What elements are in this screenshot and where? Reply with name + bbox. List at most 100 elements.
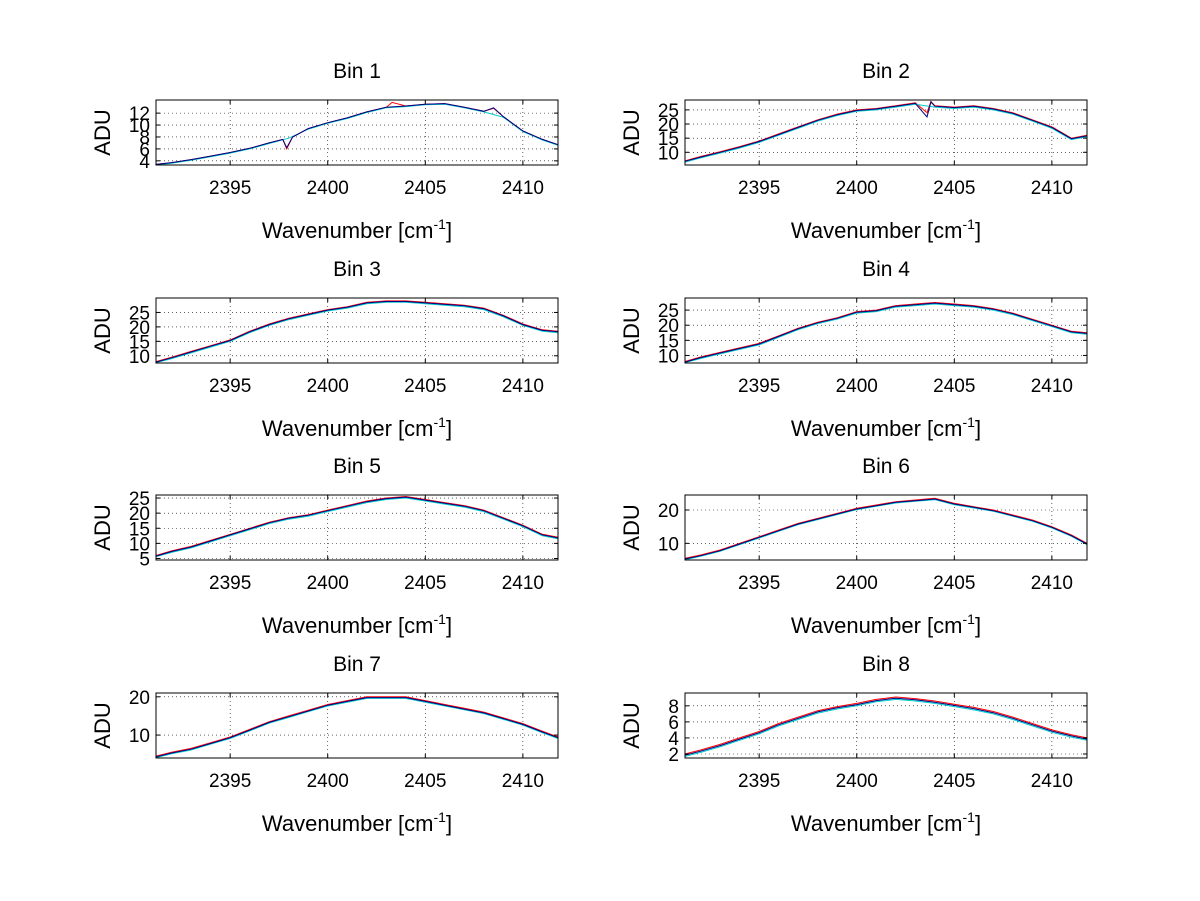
plot-area bbox=[156, 298, 558, 363]
y-tick-label: 8 bbox=[668, 697, 679, 718]
y-tick-label: 25 bbox=[129, 303, 150, 324]
series-line-3 bbox=[684, 697, 1088, 756]
axes-box bbox=[684, 692, 1088, 759]
x-tick-label: 2400 bbox=[836, 178, 878, 199]
series-line-1 bbox=[684, 696, 1088, 755]
y-axis-label: ADU bbox=[619, 307, 644, 353]
x-tick-label: 2405 bbox=[933, 573, 975, 594]
plot-area bbox=[156, 495, 558, 560]
x-tick-label: 2395 bbox=[209, 771, 251, 792]
subplot-title: Bin 1 bbox=[333, 60, 381, 83]
y-tick-label: 15 bbox=[129, 519, 150, 540]
x-tick-label: 2410 bbox=[1031, 376, 1073, 397]
x-tick-label: 2400 bbox=[836, 771, 878, 792]
x-tick-label: 2410 bbox=[502, 178, 544, 199]
x-tick-label: 2405 bbox=[933, 376, 975, 397]
y-tick-label: 10 bbox=[658, 534, 679, 555]
x-axis-label: Wavenumber [cm-1] bbox=[791, 414, 981, 441]
x-axis-label: Wavenumber [cm-1] bbox=[791, 611, 981, 638]
series-line-1 bbox=[155, 495, 559, 556]
y-tick-label: 10 bbox=[658, 346, 679, 367]
y-tick-label: 25 bbox=[658, 101, 679, 122]
y-tick-label: 20 bbox=[129, 504, 150, 525]
series-line-2 bbox=[155, 497, 559, 558]
y-tick-label: 15 bbox=[658, 331, 679, 352]
subplot-title: Bin 8 bbox=[862, 653, 910, 676]
series-line-3 bbox=[155, 496, 559, 557]
y-axis-label: ADU bbox=[90, 109, 115, 155]
y-tick-label: 12 bbox=[129, 104, 150, 125]
x-tick-label: 2410 bbox=[1031, 573, 1073, 594]
x-tick-label: 2400 bbox=[307, 376, 349, 397]
x-tick-label: 2405 bbox=[404, 771, 446, 792]
series-line-3 bbox=[684, 498, 1088, 560]
y-axis-label: ADU bbox=[90, 702, 115, 748]
subplot-title: Bin 2 bbox=[862, 60, 910, 83]
axes-box bbox=[684, 297, 1088, 364]
x-tick-label: 2395 bbox=[209, 376, 251, 397]
y-tick-label: 10 bbox=[129, 726, 150, 747]
series-line-3 bbox=[155, 697, 559, 758]
axes-box bbox=[684, 494, 1088, 561]
series-line-3 bbox=[684, 100, 1088, 162]
y-tick-label: 15 bbox=[129, 332, 150, 353]
series-line-3 bbox=[155, 301, 559, 363]
y-tick-label: 20 bbox=[658, 501, 679, 522]
x-axis-label: Wavenumber [cm-1] bbox=[262, 414, 452, 441]
y-tick-label: 4 bbox=[668, 729, 679, 750]
y-axis-label: ADU bbox=[90, 307, 115, 353]
y-axis-label: ADU bbox=[619, 109, 644, 155]
x-tick-label: 2410 bbox=[1031, 178, 1073, 199]
y-tick-label: 5 bbox=[139, 549, 150, 570]
y-axis-label: ADU bbox=[90, 504, 115, 550]
series-line-1 bbox=[684, 497, 1088, 559]
x-axis-label: Wavenumber [cm-1] bbox=[791, 216, 981, 243]
x-tick-label: 2395 bbox=[738, 573, 780, 594]
series-line-2 bbox=[155, 103, 559, 166]
y-tick-label: 25 bbox=[658, 301, 679, 322]
x-tick-label: 2395 bbox=[209, 178, 251, 199]
y-tick-label: 10 bbox=[129, 116, 150, 137]
subplot-title: Bin 7 bbox=[333, 653, 381, 676]
series-line-3 bbox=[155, 103, 559, 165]
series-line-2 bbox=[684, 698, 1088, 757]
x-tick-label: 2410 bbox=[502, 573, 544, 594]
y-tick-label: 6 bbox=[668, 713, 679, 734]
x-tick-label: 2405 bbox=[404, 376, 446, 397]
subplot-bin-7: 2395 2400 2405 2410 10 20 Bin 7 Wavenumber [cm-… bbox=[90, 653, 559, 836]
x-tick-label: 2410 bbox=[502, 771, 544, 792]
series-line-1 bbox=[155, 300, 559, 363]
series-line-2 bbox=[155, 301, 559, 364]
series-line-2 bbox=[684, 303, 1088, 364]
y-tick-label: 10 bbox=[129, 534, 150, 555]
y-tick-label: 8 bbox=[139, 128, 150, 149]
subplot-title: Bin 5 bbox=[333, 455, 381, 478]
y-tick-label: 10 bbox=[658, 143, 679, 164]
subplot-title: Bin 4 bbox=[862, 258, 910, 281]
y-axis-label: ADU bbox=[619, 504, 644, 550]
series-line-1 bbox=[684, 301, 1088, 362]
y-tick-label: 20 bbox=[129, 318, 150, 339]
y-tick-label: 10 bbox=[129, 347, 150, 368]
x-tick-label: 2405 bbox=[404, 573, 446, 594]
y-tick-label: 2 bbox=[668, 745, 679, 766]
x-tick-label: 2400 bbox=[836, 376, 878, 397]
x-axis-label: Wavenumber [cm-1] bbox=[262, 611, 452, 638]
series-line-2 bbox=[684, 499, 1088, 561]
plot-area bbox=[685, 100, 1087, 165]
axes-box bbox=[155, 99, 559, 166]
x-tick-label: 2395 bbox=[738, 178, 780, 199]
series-line-2 bbox=[684, 103, 1088, 163]
x-tick-label: 2395 bbox=[209, 573, 251, 594]
plot-area bbox=[685, 495, 1087, 560]
subplot-title: Bin 3 bbox=[333, 258, 381, 281]
x-axis-label: Wavenumber [cm-1] bbox=[791, 809, 981, 836]
plot-area bbox=[156, 693, 558, 758]
